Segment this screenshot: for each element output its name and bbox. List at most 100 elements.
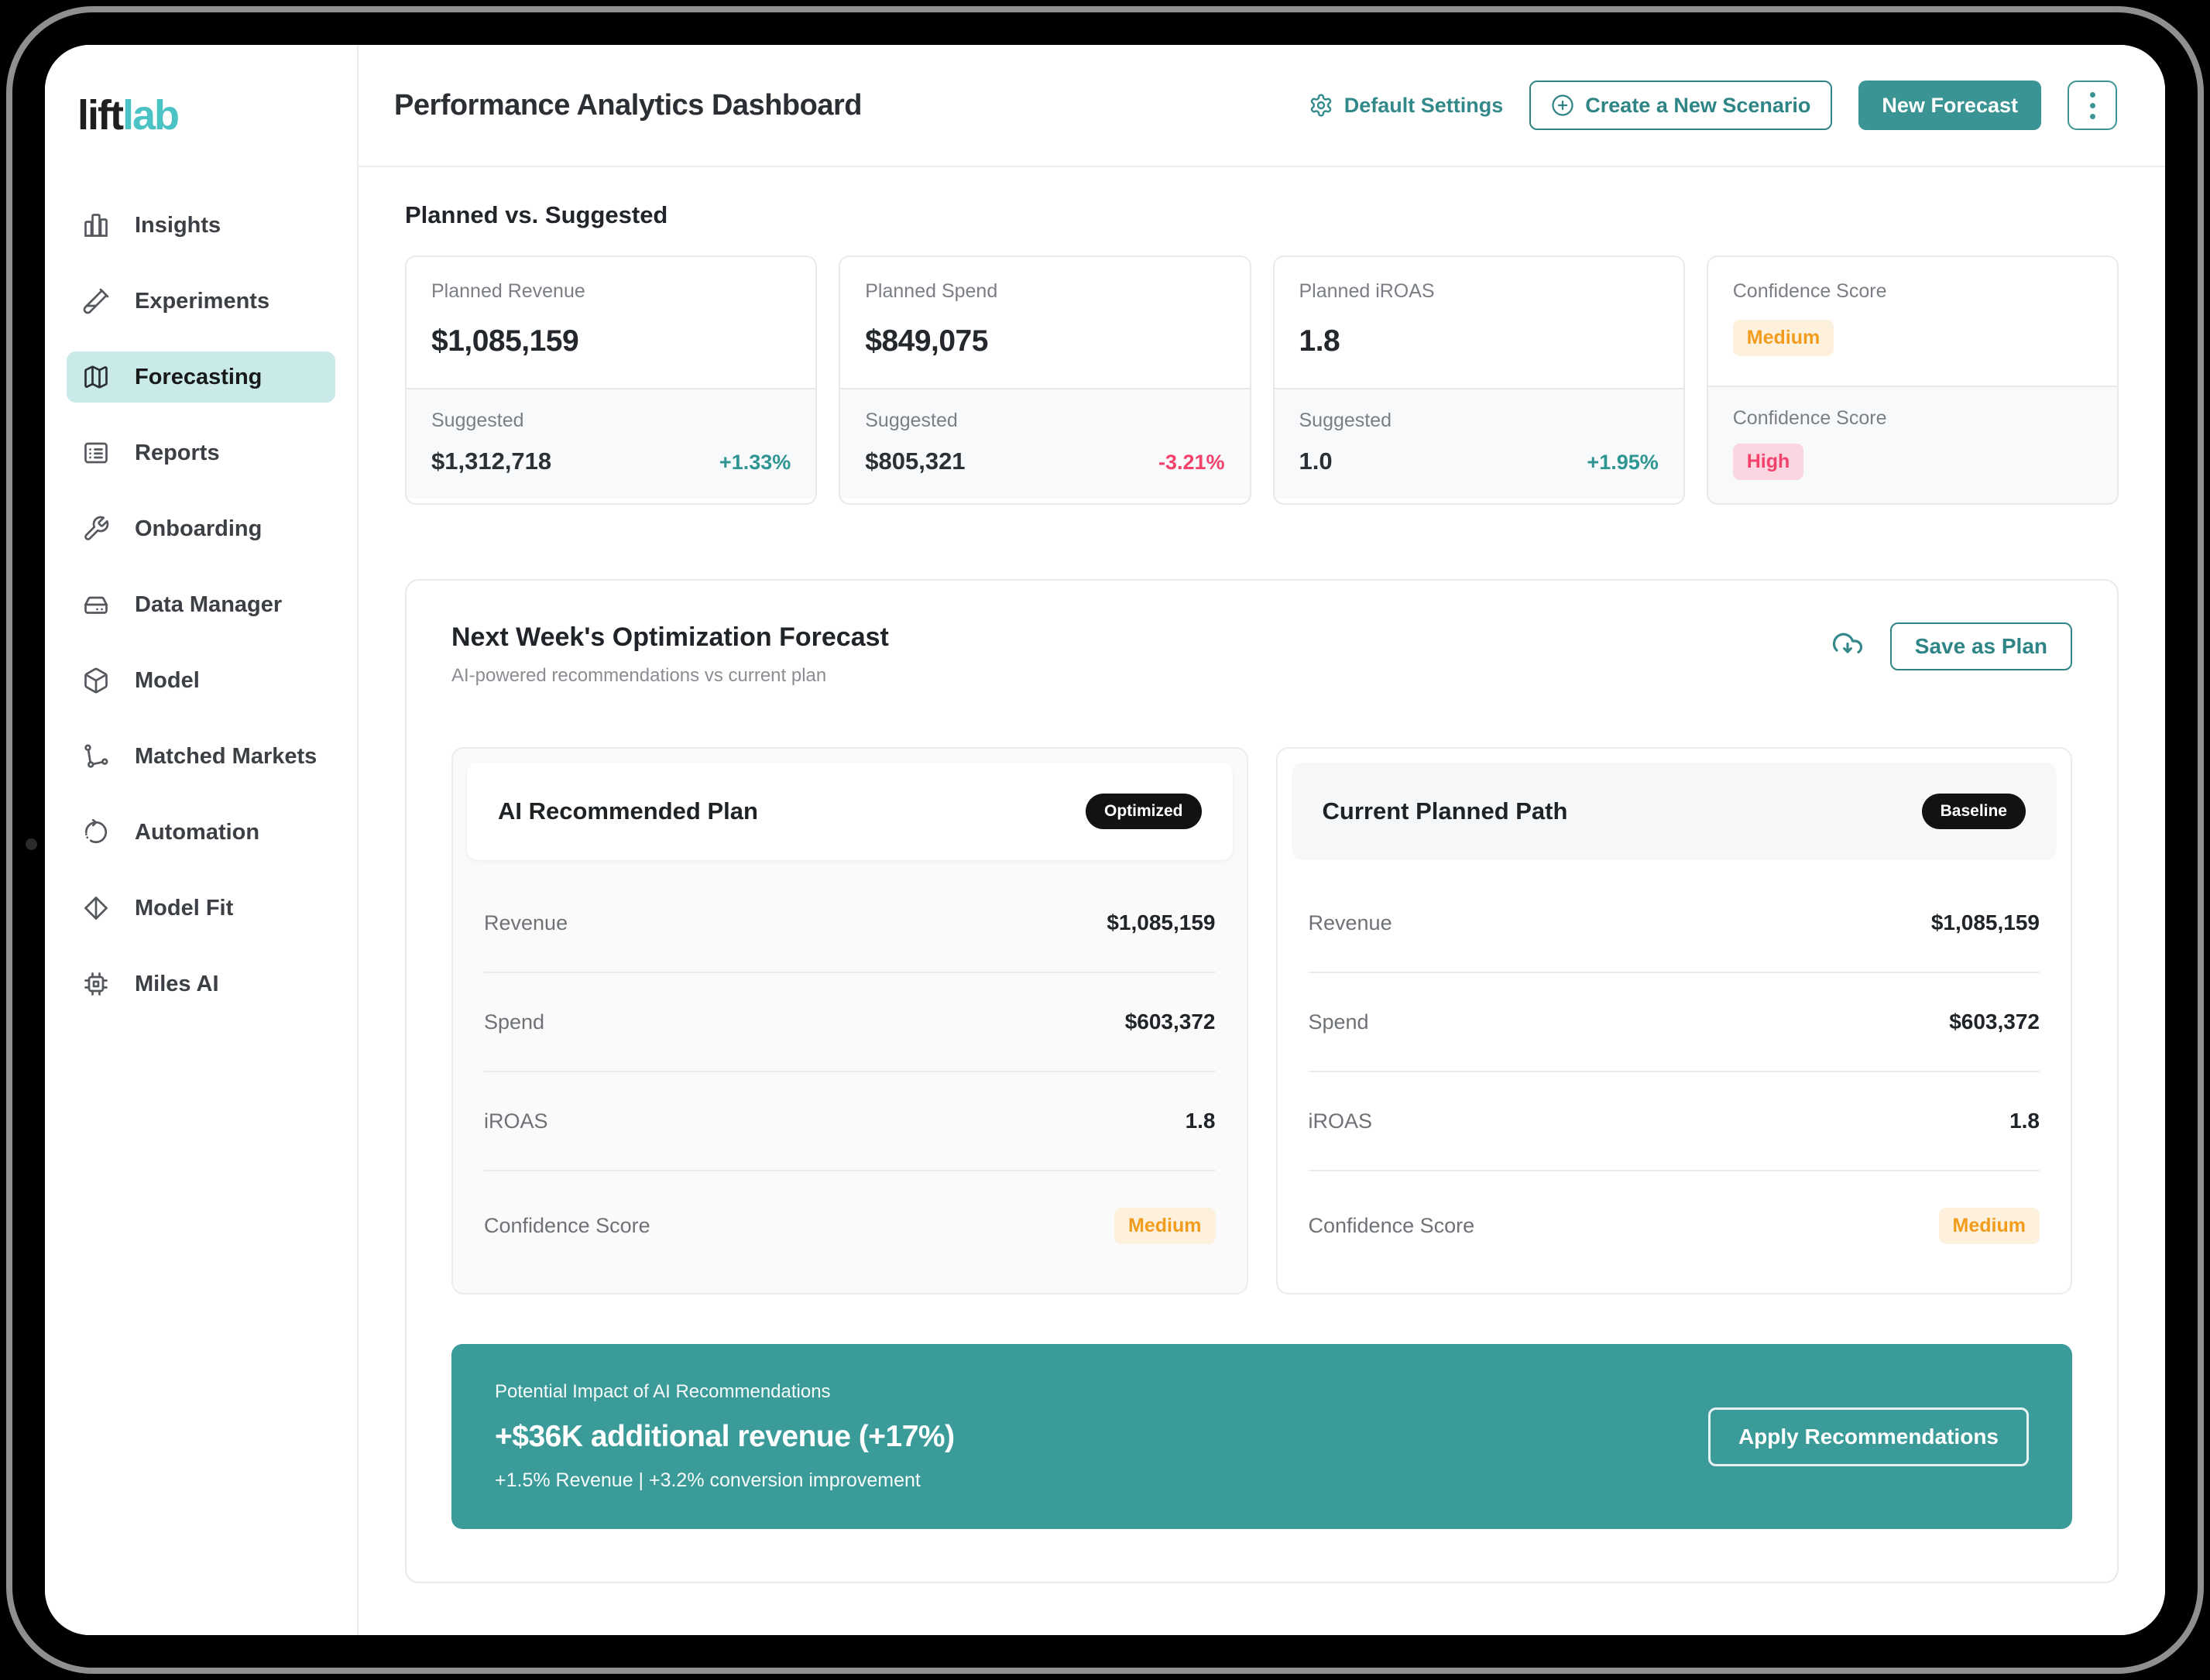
stat-value: 1.8 (1299, 324, 1340, 358)
sidebar-item-automation[interactable]: Automation (67, 807, 335, 858)
sidebar-item-forecasting[interactable]: Forecasting (67, 351, 335, 403)
optimization-forecast-section: Next Week's Optimization Forecast AI-pow… (405, 579, 2119, 1583)
map-icon (82, 363, 110, 391)
page-title: Performance Analytics Dashboard (394, 88, 862, 122)
suggested-label: Suggested (1299, 410, 1392, 431)
sidebar-item-miles-ai[interactable]: Miles AI (67, 958, 335, 1010)
impact-banner: Potential Impact of AI Recommendations +… (451, 1344, 2072, 1529)
sidebar-item-insights[interactable]: Insights (67, 200, 335, 251)
plus-circle-icon (1551, 94, 1574, 117)
test-tube-icon (82, 287, 110, 315)
delta-badge: +1.33% (719, 451, 791, 474)
confidence-badge-high: High (1732, 444, 1804, 480)
suggested-value: 1.0 (1299, 447, 1333, 475)
stat-value: $1,085,159 (431, 324, 579, 358)
impact-details: +1.5% Revenue | +3.2% conversion improve… (495, 1469, 921, 1491)
delta-badge: +1.95% (1587, 451, 1659, 474)
stat-value: $849,075 (865, 324, 988, 358)
confidence-badge-medium: Medium (1732, 320, 1834, 356)
tablet-camera (26, 838, 37, 850)
planned-iroas-card: Planned iROAS 1.8 Suggested 1.0 +1.95% (1272, 255, 1685, 505)
logo-text-primary: lift (77, 92, 124, 139)
vector-nodes-icon (82, 742, 110, 770)
sidebar-item-onboarding[interactable]: Onboarding (67, 503, 335, 554)
optimized-badge: Optimized (1085, 794, 1202, 829)
impact-headline: +$36K additional revenue (+17%) (495, 1420, 955, 1453)
plan-row-iroas: iROAS 1.8 (484, 1072, 1216, 1171)
save-as-plan-label: Save as Plan (1914, 634, 2047, 658)
sidebar-item-label: Insights (135, 212, 221, 238)
plan-row-spend: Spend $603,372 (1308, 973, 2040, 1072)
sidebar-item-data-manager[interactable]: Data Manager (67, 579, 335, 630)
stat-label: Planned Revenue (431, 280, 585, 302)
sidebar-item-label: Matched Markets (135, 743, 317, 769)
wrench-icon (82, 515, 110, 543)
sidebar-item-label: Model (135, 667, 200, 693)
box-icon (82, 667, 110, 694)
list-icon (82, 439, 110, 467)
sidebar-item-label: Experiments (135, 288, 270, 314)
topbar: Performance Analytics Dashboard Default … (359, 45, 2165, 167)
sidebar-item-model-fit[interactable]: Model Fit (67, 883, 335, 934)
sidebar-item-reports[interactable]: Reports (67, 427, 335, 478)
forecast-subtitle: AI-powered recommendations vs current pl… (451, 665, 827, 686)
create-scenario-button[interactable]: Create a New Scenario (1529, 81, 1833, 130)
save-as-plan-button[interactable]: Save as Plan (1889, 622, 2072, 670)
sidebar-item-label: Reports (135, 440, 220, 465)
sidebar-item-label: Miles AI (135, 971, 219, 996)
sidebar-item-label: Data Manager (135, 591, 283, 617)
summary-cards-row: Planned Revenue $1,085,159 Suggested $1,… (405, 255, 2119, 505)
baseline-badge: Baseline (1921, 794, 2026, 829)
sidebar-item-label: Model Fit (135, 895, 234, 921)
sidebar-item-label: Forecasting (135, 364, 263, 389)
delta-badge: -3.21% (1158, 451, 1225, 474)
more-options-button[interactable] (2068, 81, 2117, 130)
create-scenario-label: Create a New Scenario (1585, 93, 1811, 117)
confidence-badge-medium: Medium (1938, 1208, 2040, 1244)
sidebar-item-experiments[interactable]: Experiments (67, 276, 335, 327)
stat-label: Confidence Score (1732, 280, 1887, 302)
app-window: liftlab Insights Experiments (45, 45, 2165, 1635)
planned-vs-suggested-heading: Planned vs. Suggested (405, 201, 668, 228)
gear-icon (1309, 93, 1333, 118)
sidebar-item-model[interactable]: Model (67, 655, 335, 706)
forecast-title: Next Week's Optimization Forecast (451, 622, 889, 652)
suggested-label: Suggested (431, 410, 524, 431)
main-area: Performance Analytics Dashboard Default … (359, 45, 2165, 1635)
impact-label: Potential Impact of AI Recommendations (495, 1381, 831, 1402)
plan-title: AI Recommended Plan (498, 797, 758, 825)
sidebar-item-matched-markets[interactable]: Matched Markets (67, 731, 335, 782)
apply-recommendations-button[interactable]: Apply Recommendations (1707, 1407, 2029, 1466)
suggested-label: Confidence Score (1732, 407, 1887, 429)
plan-row-spend: Spend $603,372 (484, 973, 1216, 1072)
topbar-actions: Default Settings Create a New Scenario N… (1309, 81, 2117, 130)
stat-label: Planned Spend (865, 280, 998, 302)
plan-row-revenue: Revenue $1,085,159 (484, 874, 1216, 973)
kebab-icon (2089, 91, 2095, 98)
suggested-label: Suggested (865, 410, 958, 431)
cloud-download-icon[interactable] (1831, 630, 1864, 663)
plan-title: Current Planned Path (1322, 797, 1568, 825)
default-settings-button[interactable]: Default Settings (1309, 93, 1504, 118)
diamond-icon (82, 894, 110, 922)
sidebar-item-label: Automation (135, 819, 260, 845)
bar-chart-icon (82, 211, 110, 239)
plan-row-confidence: Confidence Score Medium (1309, 1171, 2040, 1281)
plan-row-confidence: Confidence Score Medium (484, 1171, 1216, 1281)
new-forecast-button[interactable]: New Forecast (1858, 81, 2041, 130)
sidebar-nav: Insights Experiments Forecasting (67, 200, 335, 1010)
default-settings-label: Default Settings (1344, 93, 1504, 117)
new-forecast-label: New Forecast (1882, 93, 2018, 117)
logo-text-secondary: lab (122, 92, 180, 139)
ai-recommended-plan-card: AI Recommended Plan Optimized Revenue $1… (451, 747, 1248, 1294)
cpu-icon (82, 970, 110, 998)
suggested-value: $1,312,718 (431, 447, 552, 475)
planned-revenue-card: Planned Revenue $1,085,159 Suggested $1,… (405, 255, 818, 505)
rotate-icon (82, 818, 110, 846)
content: Planned vs. Suggested Planned Revenue $1… (359, 167, 2165, 1635)
suggested-value: $805,321 (865, 447, 966, 475)
apply-recommendations-label: Apply Recommendations (1738, 1424, 1999, 1449)
plan-row-revenue: Revenue $1,085,159 (1308, 874, 2040, 973)
confidence-badge-medium: Medium (1114, 1208, 1216, 1244)
